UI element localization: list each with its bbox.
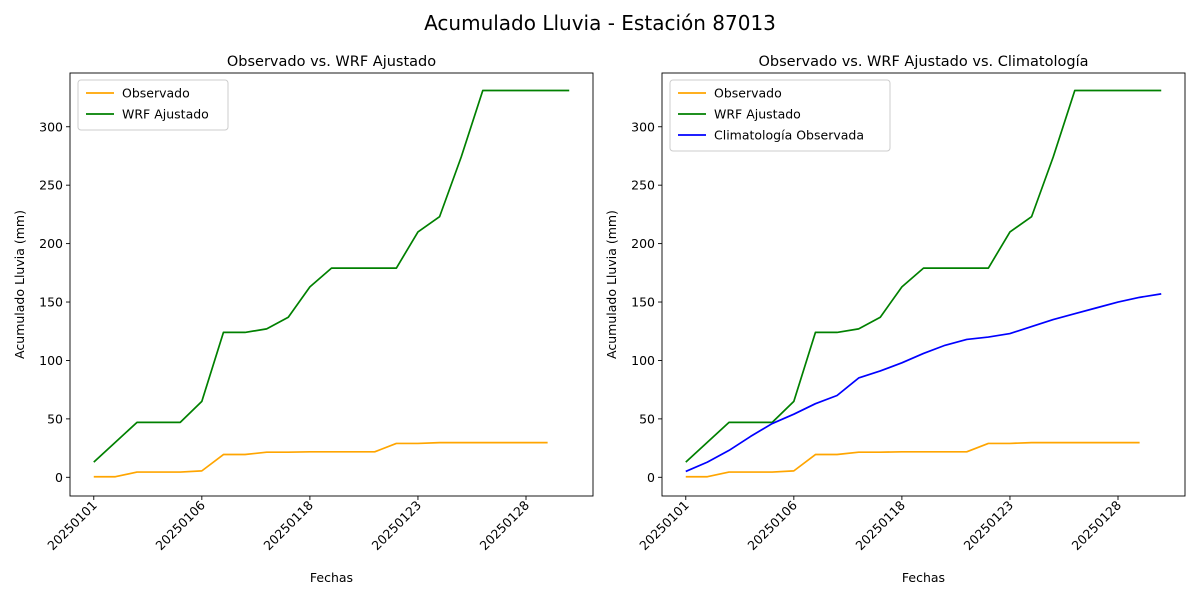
series-line-wrf-ajustado bbox=[685, 89, 1162, 463]
legend-label: Climatología Observada bbox=[714, 128, 864, 143]
y-tick-label: 0 bbox=[647, 470, 655, 485]
legend: Observado WRF Ajustado bbox=[77, 79, 229, 131]
x-tick-label: 20250128 bbox=[477, 497, 533, 553]
chart-title: Observado vs. WRF Ajustado vs. Climatolo… bbox=[759, 54, 1089, 70]
y-tick-label: 150 bbox=[631, 295, 655, 310]
x-axis-label: Fechas bbox=[902, 570, 945, 585]
figure-suptitle: Acumulado Lluvia - Estación 87013 bbox=[424, 11, 776, 35]
x-tick-label: 20250123 bbox=[368, 498, 424, 554]
series-line-wrf-ajustado bbox=[93, 89, 570, 463]
series-line-climatolog-a-observada bbox=[685, 293, 1162, 473]
chart-title: Observado vs. WRF Ajustado bbox=[227, 54, 436, 70]
y-tick-label: 300 bbox=[631, 119, 655, 134]
x-tick-label: 20250101 bbox=[636, 498, 692, 554]
x-tick-label: 20250101 bbox=[44, 498, 100, 554]
chart-left: Observado vs. WRF Ajustado 0 50 100 150 200 25… bbox=[12, 54, 594, 585]
chart-right: Observado vs. WRF Ajustado vs. Climatolo… bbox=[604, 54, 1186, 585]
y-axis-label: Acumulado Lluvia (mm) bbox=[604, 210, 619, 359]
series-line-observado bbox=[93, 441, 548, 478]
legend-label: WRF Ajustado bbox=[122, 107, 209, 122]
y-tick-label: 50 bbox=[639, 411, 655, 426]
x-tick-label: 20250128 bbox=[1069, 497, 1125, 553]
x-tick-label: 20250123 bbox=[960, 498, 1016, 554]
y-tick-label: 50 bbox=[47, 411, 63, 426]
y-tick-label: 200 bbox=[631, 236, 655, 251]
series-line-observado bbox=[685, 441, 1140, 478]
legend-label: WRF Ajustado bbox=[714, 107, 801, 122]
x-tick-label: 20250118 bbox=[260, 497, 316, 553]
y-tick-label: 250 bbox=[39, 178, 63, 193]
y-axis-label: Acumulado Lluvia (mm) bbox=[12, 210, 27, 359]
legend: Observado WRF Ajustado Climatología Observ… bbox=[669, 79, 891, 152]
y-tick-label: 250 bbox=[631, 178, 655, 193]
x-tick-label: 20250106 bbox=[744, 497, 800, 553]
y-tick-label: 300 bbox=[39, 119, 63, 134]
x-tick-label: 20250118 bbox=[852, 497, 908, 553]
axes-frame bbox=[661, 72, 1186, 497]
legend-box bbox=[669, 79, 891, 152]
y-tick-label: 100 bbox=[631, 353, 655, 368]
y-tick-label: 200 bbox=[39, 236, 63, 251]
y-tick-label: 150 bbox=[39, 295, 63, 310]
x-tick-label: 20250106 bbox=[152, 497, 208, 553]
axes-frame bbox=[69, 72, 594, 497]
legend-box bbox=[77, 79, 229, 131]
legend-label: Observado bbox=[122, 86, 190, 101]
y-tick-label: 100 bbox=[39, 353, 63, 368]
legend-label: Observado bbox=[714, 86, 782, 101]
y-tick-label: 0 bbox=[55, 470, 63, 485]
x-axis-label: Fechas bbox=[310, 570, 353, 585]
